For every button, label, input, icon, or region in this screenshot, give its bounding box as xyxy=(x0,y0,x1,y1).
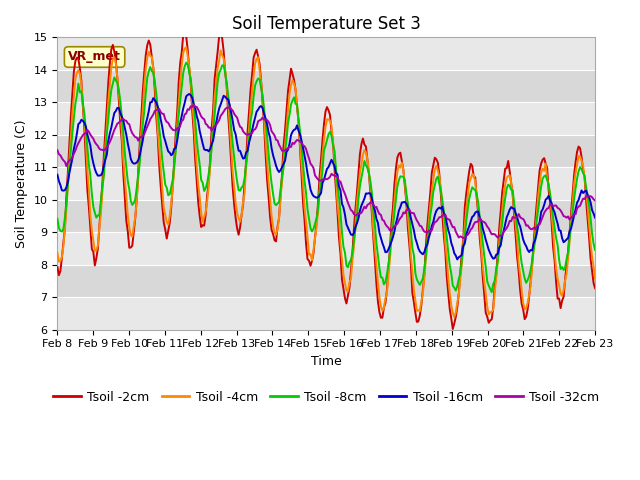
X-axis label: Time: Time xyxy=(311,355,342,368)
Bar xyxy=(58,168,595,200)
Legend: Tsoil -2cm, Tsoil -4cm, Tsoil -8cm, Tsoil -16cm, Tsoil -32cm: Tsoil -2cm, Tsoil -4cm, Tsoil -8cm, Tsoi… xyxy=(48,385,604,408)
Y-axis label: Soil Temperature (C): Soil Temperature (C) xyxy=(15,119,28,248)
Bar xyxy=(58,265,595,297)
Bar xyxy=(58,102,595,135)
Title: Soil Temperature Set 3: Soil Temperature Set 3 xyxy=(232,15,420,33)
Bar xyxy=(58,37,595,70)
Bar xyxy=(58,70,595,102)
Text: VR_met: VR_met xyxy=(68,50,121,63)
Bar xyxy=(58,200,595,232)
Bar xyxy=(58,232,595,265)
Bar xyxy=(58,297,595,330)
Bar xyxy=(58,135,595,168)
